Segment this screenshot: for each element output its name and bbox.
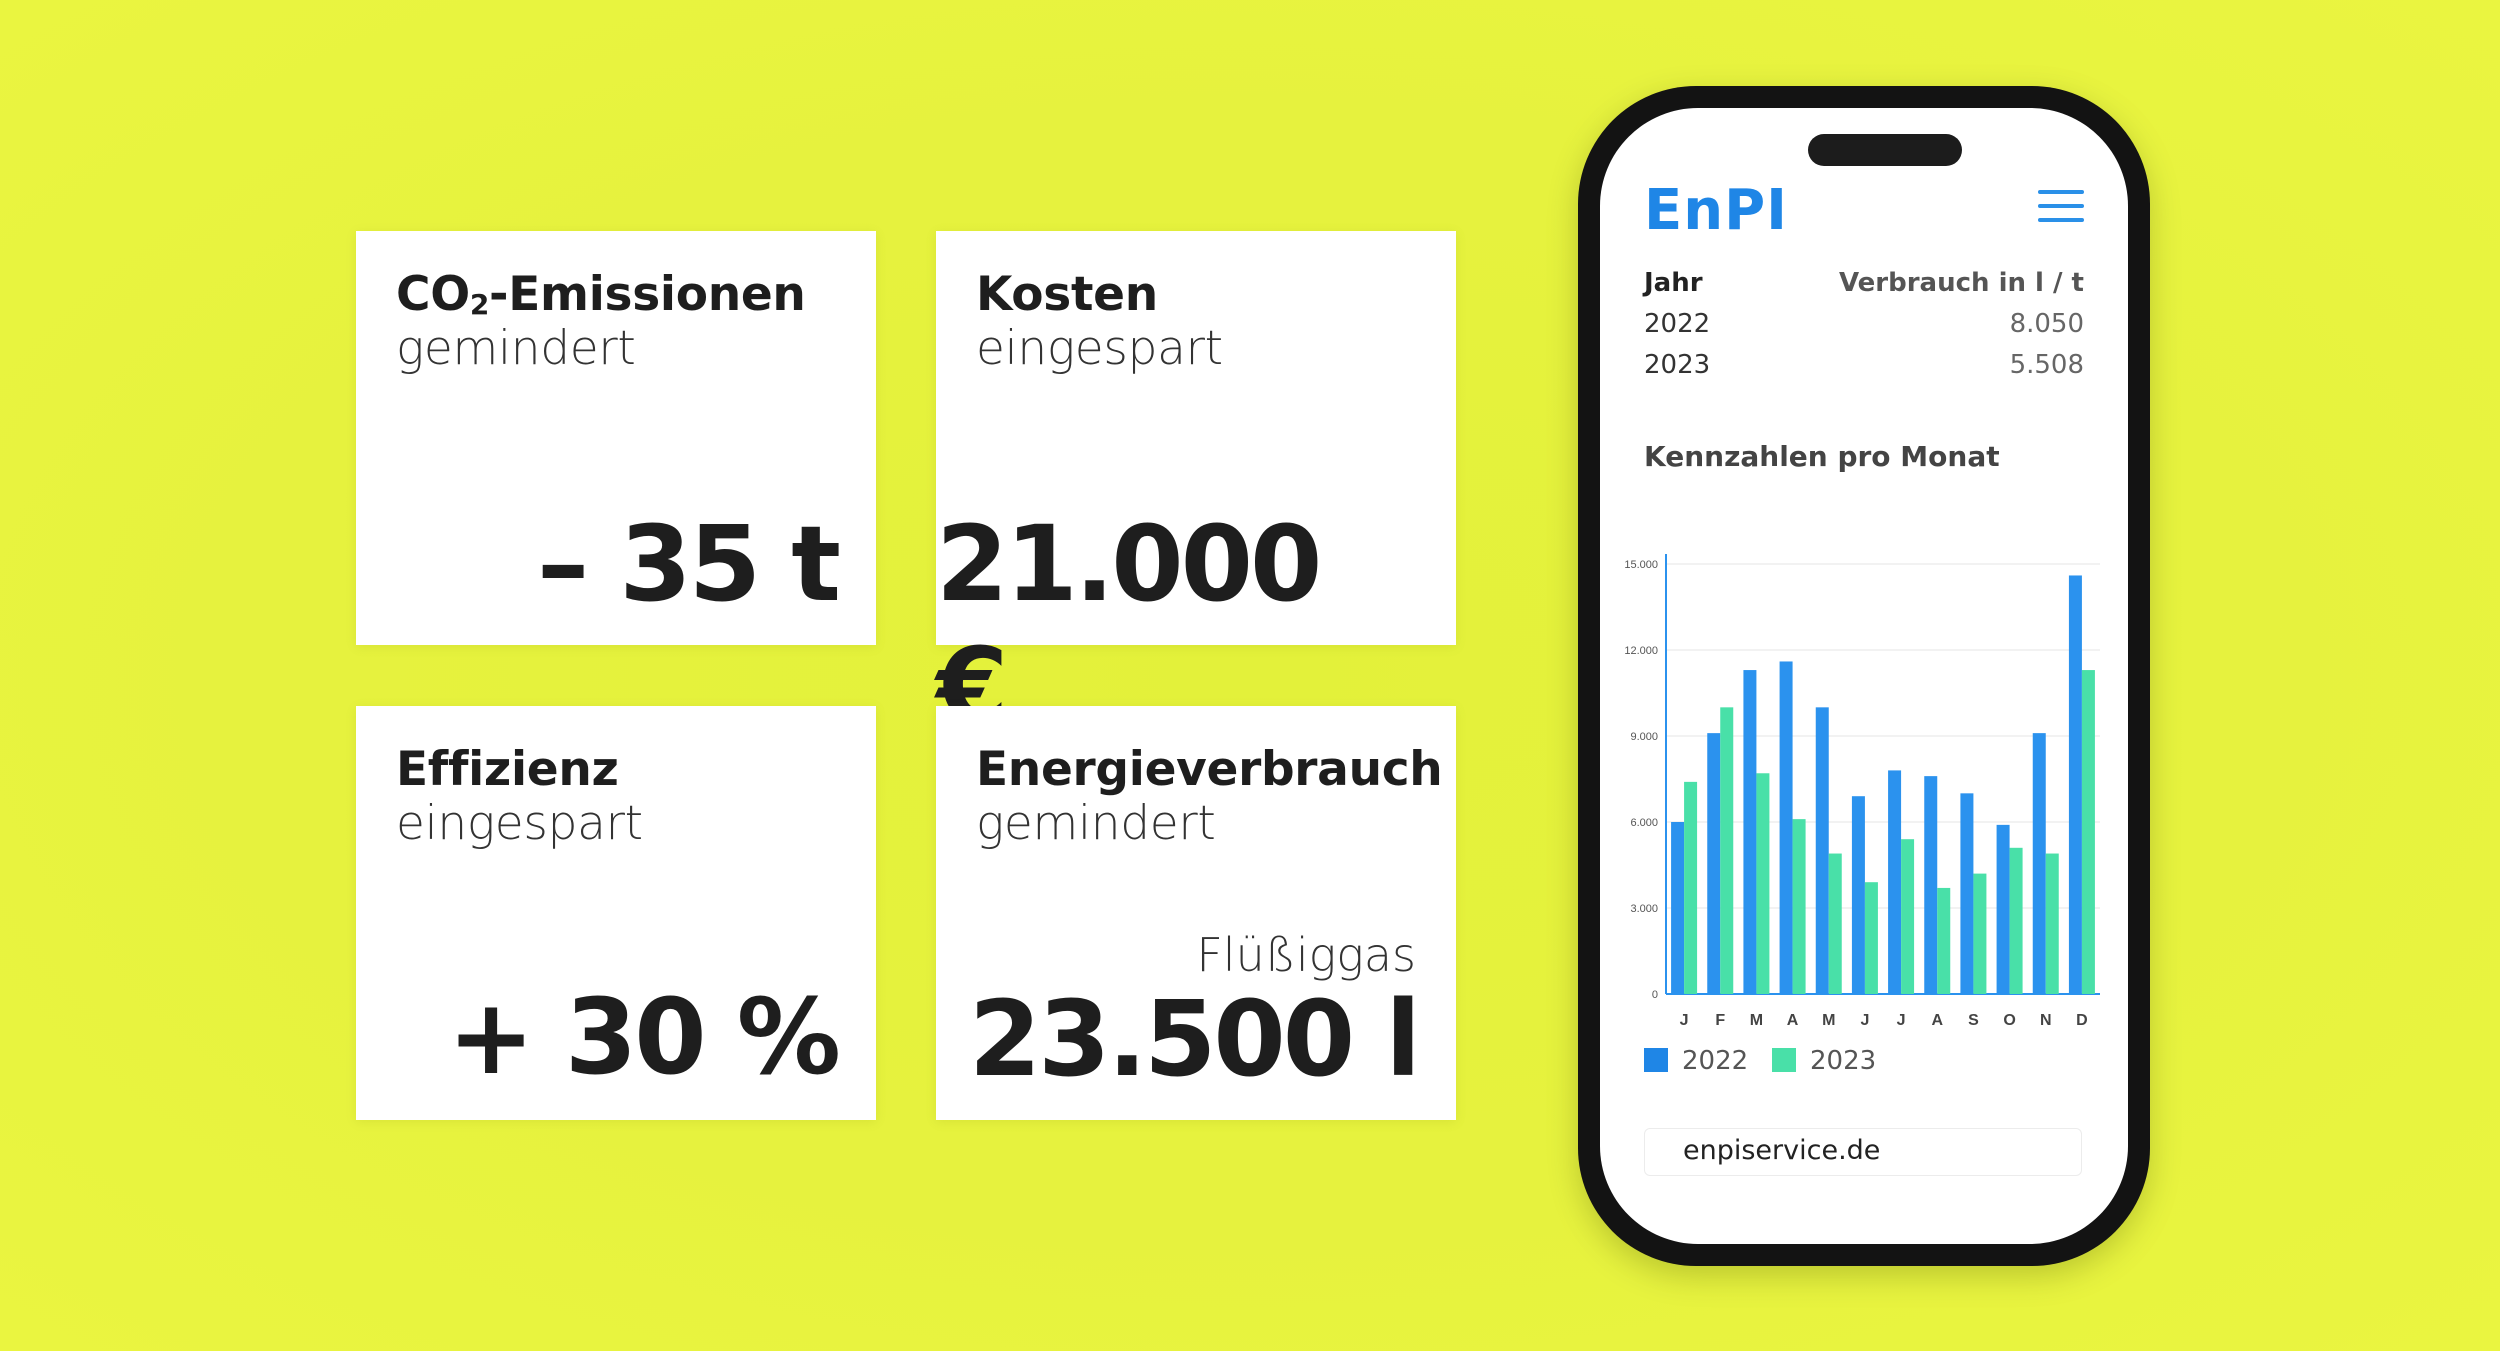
y-tick-label: 3.000 (1630, 903, 1658, 915)
x-tick-label: M (1822, 1012, 1835, 1028)
url-bar[interactable]: enpiservice.de (1644, 1128, 2082, 1176)
phone-notch (1808, 134, 1962, 166)
energie-card: Energieverbrauch gemindert Flüßiggas 23.… (936, 706, 1456, 1120)
x-tick-label: D (2076, 1012, 2088, 1028)
bar-2023 (1756, 773, 1770, 994)
monthly-bar-chart: 0 3.000 6.000 9.000 12.000 15.000 J F M A M J J A S O N D (1624, 554, 2100, 1028)
effizienz-card-value: + 30 % (447, 976, 841, 1098)
table-header-verbrauch: Verbrauch in l / t (1838, 268, 2084, 298)
y-tick-label: 9.000 (1630, 731, 1658, 743)
x-tick-label: J (1897, 1012, 1906, 1028)
effizienz-card-subtitle: eingespart (396, 796, 643, 851)
enpi-logo[interactable]: EnPI (1644, 178, 1788, 243)
bar-2023 (1901, 839, 1915, 994)
x-tick-label: J (1680, 1012, 1689, 1028)
table-cell-year: 2023 (1644, 350, 1711, 380)
bar-2022 (1851, 796, 1865, 994)
x-tick-label: F (1715, 1012, 1725, 1028)
x-tick-label: S (1968, 1012, 1979, 1028)
bar-2022 (2032, 733, 2046, 994)
table-row: 2023 5.508 (1644, 350, 2084, 391)
legend-item-2022: 2022 (1644, 1046, 1748, 1076)
bar-2023 (1684, 781, 1698, 994)
bar-2023 (2045, 853, 2059, 994)
energie-card-value: 23.500 l (968, 978, 1421, 1100)
bar-2022 (1779, 661, 1793, 994)
bar-2023 (2009, 847, 2023, 994)
legend-label-2023: 2023 (1810, 1046, 1877, 1076)
bar-2023 (2081, 670, 2095, 994)
kosten-card: Kosten eingespart 21.000 € (936, 231, 1456, 747)
co2-card-subtitle: gemindert (396, 321, 636, 376)
table-header-jahr: Jahr (1644, 268, 1703, 298)
y-tick-label: 0 (1652, 989, 1658, 1001)
x-tick-label: N (2040, 1012, 2052, 1028)
bar-2022 (1671, 822, 1685, 994)
y-tick-label: 15.000 (1624, 559, 1658, 571)
energie-card-note: Flüßiggas (1196, 928, 1416, 982)
phone-mockup: EnPI Jahr Verbrauch in l / t 2022 8.050 … (1578, 86, 2150, 1266)
bar-2023 (1973, 873, 1987, 994)
bar-2023 (1937, 887, 1951, 994)
x-tick-label: J (1860, 1012, 1869, 1028)
chart-title: Kennzahlen pro Monat (1644, 440, 2000, 473)
table-cell-value: 5.508 (2009, 350, 2084, 380)
table-cell-year: 2022 (1644, 309, 1711, 339)
table-row: 2022 8.050 (1644, 309, 2084, 350)
co2-card: CO2-Emissionen gemindert – 35 t (356, 231, 876, 645)
y-tick-label: 6.000 (1630, 817, 1658, 829)
bar-2023 (1864, 882, 1878, 994)
x-tick-label: O (2003, 1012, 2015, 1028)
energie-card-title: Energieverbrauch (976, 742, 1443, 797)
x-tick-label: A (1787, 1012, 1799, 1028)
bar-2022 (1815, 707, 1829, 994)
legend-swatch-2022 (1644, 1048, 1668, 1072)
table-header-row: Jahr Verbrauch in l / t (1644, 268, 2084, 309)
co2-card-title: CO2-Emissionen (396, 267, 806, 322)
kosten-card-value: 21.000 € (936, 503, 1322, 747)
co2-card-value: – 35 t (537, 503, 841, 625)
hamburger-menu-icon[interactable] (2038, 190, 2084, 226)
effizienz-card-title: Effizienz (396, 742, 619, 797)
phone-screen: EnPI Jahr Verbrauch in l / t 2022 8.050 … (1600, 108, 2128, 1244)
bar-2022 (1960, 793, 1974, 994)
bar-2022 (2068, 575, 2082, 994)
bar-2022 (1707, 733, 1721, 994)
bar-2022 (1996, 824, 2010, 994)
bar-2022 (1888, 770, 1902, 994)
energie-card-subtitle: gemindert (976, 796, 1216, 851)
y-tick-label: 12.000 (1624, 645, 1658, 657)
bar-2022 (1924, 776, 1938, 994)
consumption-table: Jahr Verbrauch in l / t 2022 8.050 2023 … (1644, 268, 2084, 391)
kosten-card-title: Kosten (976, 267, 1158, 322)
legend-label-2022: 2022 (1682, 1046, 1749, 1076)
legend-item-2023: 2023 (1772, 1046, 1876, 1076)
table-cell-value: 8.050 (2009, 309, 2084, 339)
x-tick-label: A (1931, 1012, 1943, 1028)
effizienz-card: Effizienz eingespart + 30 % (356, 706, 876, 1120)
legend-swatch-2023 (1772, 1048, 1796, 1072)
kosten-card-subtitle: eingespart (976, 321, 1223, 376)
bar-2022 (1743, 670, 1757, 994)
x-tick-label: M (1750, 1012, 1763, 1028)
bar-2023 (1828, 853, 1842, 994)
bar-2023 (1792, 819, 1806, 994)
bar-2023 (1720, 707, 1734, 994)
